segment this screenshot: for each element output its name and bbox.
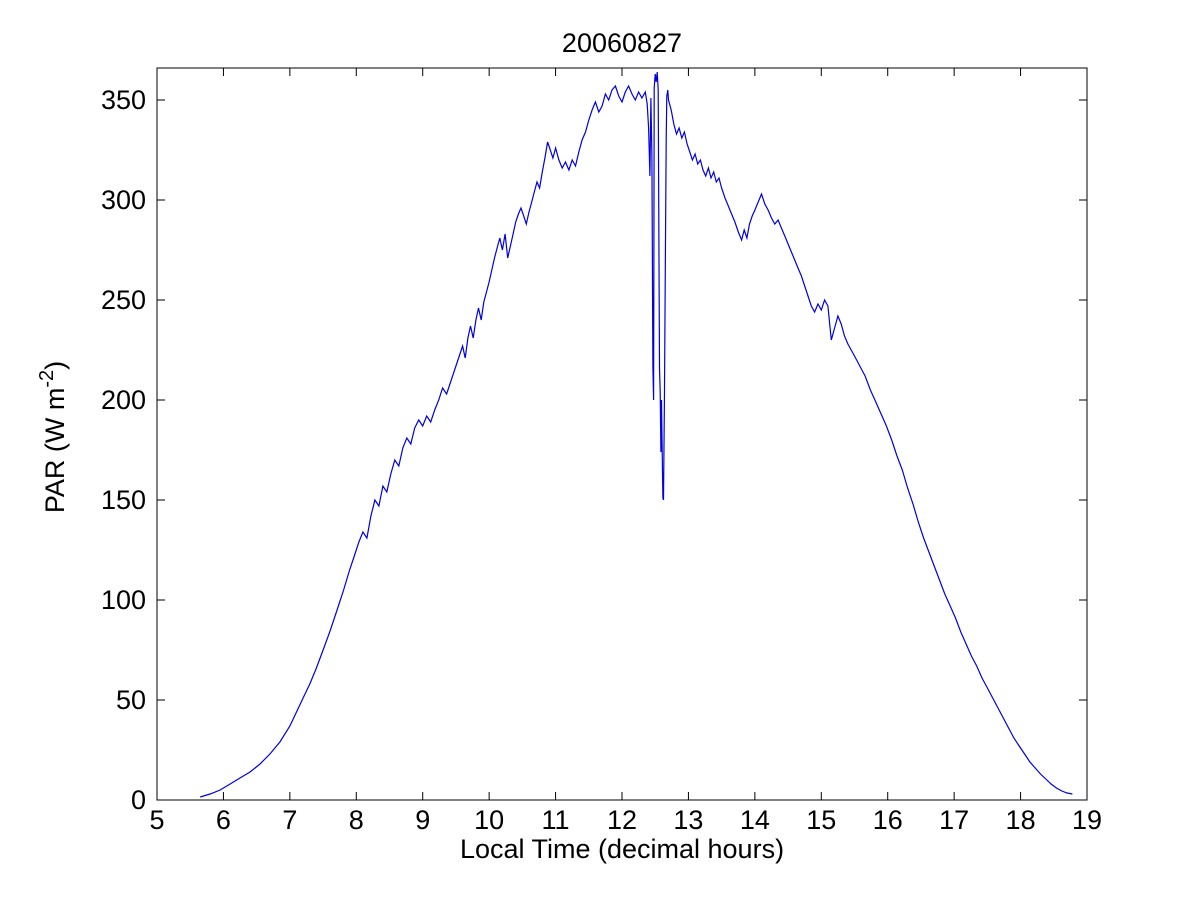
x-tick-label: 15	[806, 805, 836, 835]
y-tick-label: 150	[101, 485, 146, 515]
axes-frame	[156, 67, 1088, 801]
x-tick-label: 17	[939, 805, 969, 835]
y-axis-label: PAR (W m-2)	[36, 361, 70, 513]
x-tick-label: 12	[607, 805, 637, 835]
x-tick-label: 11	[542, 805, 570, 835]
y-tick-label: 50	[116, 685, 146, 715]
y-tick-label: 300	[101, 185, 146, 215]
y-tick-label: 250	[101, 285, 146, 315]
x-tick-label: 10	[474, 805, 504, 835]
x-tick-label: 18	[1006, 805, 1036, 835]
y-tick-label: 100	[101, 585, 146, 615]
x-tick-label: 9	[415, 805, 430, 835]
x-tick-label: 5	[149, 805, 164, 835]
plot-title: 20060827	[562, 28, 682, 58]
y-tick-label: 350	[101, 85, 146, 115]
y-tick-label: 0	[131, 785, 146, 815]
x-axis-label: Local Time (decimal hours)	[460, 834, 784, 864]
x-tick-label: 13	[673, 805, 703, 835]
y-tick-label: 200	[101, 385, 146, 415]
axis-ticks	[156, 68, 1088, 801]
x-tick-label: 16	[873, 805, 903, 835]
x-tick-label: 6	[216, 805, 231, 835]
par-curve	[200, 71, 1073, 798]
x-tick-label: 14	[740, 805, 770, 835]
x-tick-label: 19	[1072, 805, 1102, 835]
axis-tick-labels: 5 6 7 8 9 10 11 12 13 14 15 16 17 18 19 0 50 100 150 200 250…	[101, 85, 1102, 835]
x-tick-label: 8	[349, 805, 364, 835]
x-tick-label: 7	[282, 805, 297, 835]
